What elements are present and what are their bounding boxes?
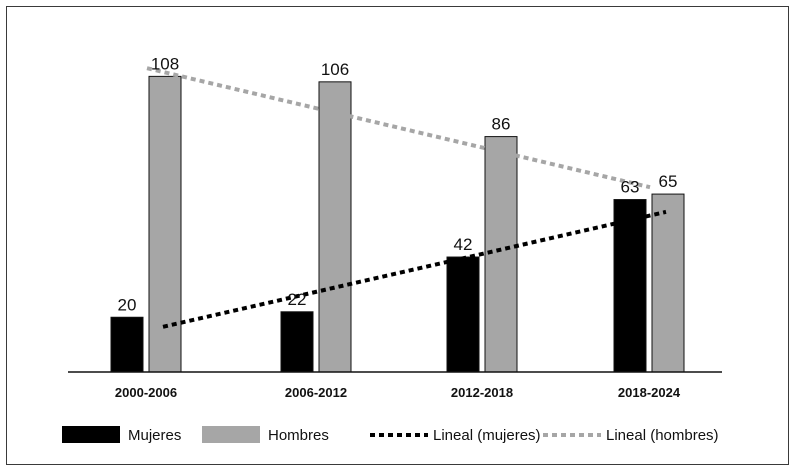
x-tick-label-2018-2024: 2018-2024: [618, 385, 681, 400]
value-label-mujeres-2018-2024: 63: [621, 178, 640, 197]
bar-hombres-2018-2024: [651, 193, 685, 373]
trendline-hombres: [146, 66, 651, 190]
bar-mujeres-2006-2012: [280, 311, 314, 373]
bar-hombres-2006-2012: [318, 81, 352, 373]
bar-hombres-2012-2018: [484, 136, 518, 373]
value-label-hombres-2018-2024: 65: [659, 172, 678, 191]
x-tick-label-2012-2018: 2012-2018: [451, 385, 513, 400]
bar-mujeres-2012-2018: [446, 256, 480, 373]
legend-swatch-mujeres: [62, 426, 120, 443]
bars-group: [110, 75, 685, 373]
value-label-hombres-2012-2018: 86: [492, 115, 511, 134]
legend-swatch-hombres: [202, 426, 260, 443]
bar-mujeres-2018-2024: [613, 199, 647, 373]
value-label-mujeres-2006-2012: 22: [288, 290, 307, 309]
value-label-hombres-2000-2006: 108: [151, 54, 179, 73]
value-label-hombres-2006-2012: 106: [321, 60, 349, 79]
x-tick-label-2006-2012: 2006-2012: [285, 385, 347, 400]
x-tick-labels-group: 2000-2006 2006-2012 2012-2018 2018-2024: [115, 385, 681, 400]
trendlines-group: [146, 66, 667, 329]
legend-label-hombres: Hombres: [268, 427, 329, 444]
value-label-mujeres-2000-2006: 20: [118, 295, 137, 314]
legend-label-trend-hombres: Lineal (hombres): [606, 427, 719, 444]
legend-label-trend-mujeres: Lineal (mujeres): [433, 427, 541, 444]
legend: Mujeres Hombres Lineal (mujeres) Lineal (ho…: [62, 426, 719, 444]
bar-mujeres-2000-2006: [110, 316, 144, 373]
trendline-mujeres: [162, 209, 667, 329]
value-label-mujeres-2012-2018: 42: [454, 235, 473, 254]
legend-label-mujeres: Mujeres: [128, 427, 181, 444]
value-labels-group: 20 22 42 63 108 106 86 65: [118, 54, 678, 314]
x-tick-label-2000-2006: 2000-2006: [115, 385, 177, 400]
